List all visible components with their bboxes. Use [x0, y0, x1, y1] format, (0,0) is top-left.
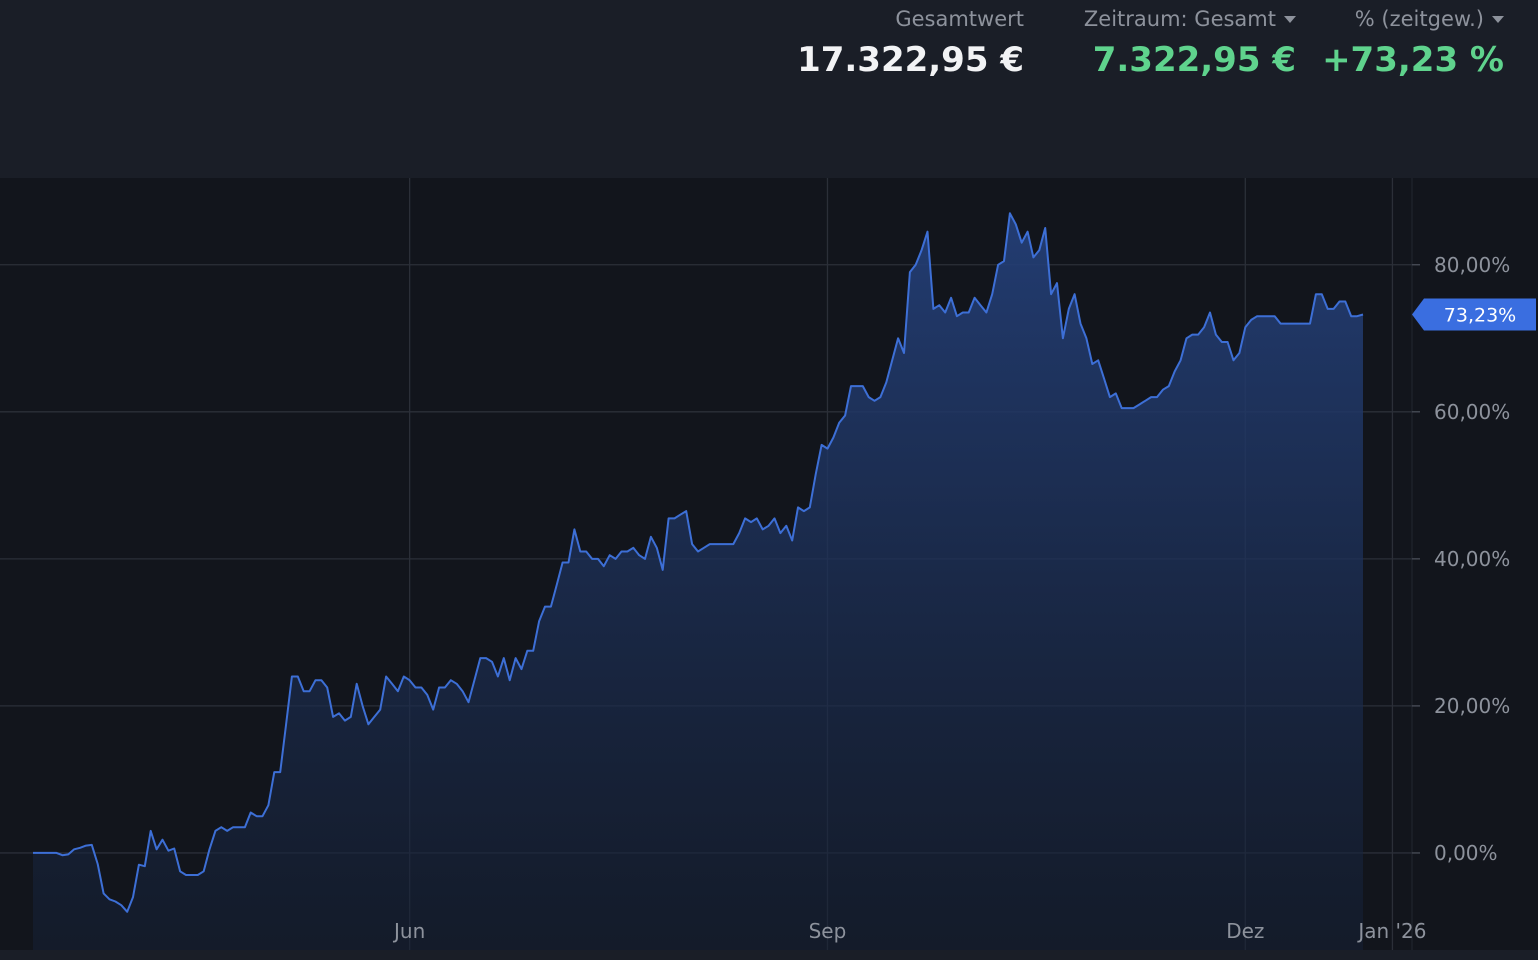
- percent-gain-value: +73,23 %: [1322, 40, 1504, 80]
- x-tick-label: Dez: [1226, 919, 1264, 943]
- last-value-badge: [1412, 298, 1536, 331]
- total-value: 17.322,95 €: [797, 40, 1024, 80]
- y-tick-label: 0,00%: [1434, 841, 1498, 865]
- period-gain-value: 7.322,95 €: [1092, 40, 1296, 80]
- x-tick-label: Jun: [392, 919, 425, 943]
- percent-stat: % (zeitgew.) +73,23 %: [1322, 6, 1504, 80]
- y-axis-tick-labels: 80,00% 60,00% 40,00% 20,00% 0,00%: [1412, 253, 1510, 865]
- chevron-down-icon: [1492, 15, 1504, 23]
- performance-chart[interactable]: 80,00%60,00%40,00%20,00%0,00% Jun Sep Dez J…: [0, 178, 1538, 951]
- y-tick-label: 80,00%: [1434, 253, 1510, 277]
- x-tick-label: Jan '26: [1356, 919, 1426, 943]
- portfolio-header: Gesamtwert 17.322,95 € Zeitraum: Gesamt …: [0, 0, 1538, 178]
- bottom-strip: [0, 950, 1538, 960]
- x-axis-tick-labels: Jun Sep Dez Jan '26: [392, 919, 1426, 943]
- y-tick-label: 20,00%: [1434, 694, 1510, 718]
- x-tick-label: Sep: [809, 919, 847, 943]
- y-tick-label: 60,00%: [1434, 400, 1510, 424]
- total-value-stat: Gesamtwert 17.322,95 €: [797, 6, 1024, 80]
- percent-mode-label: % (zeitgew.): [1354, 7, 1484, 31]
- performance-chart-area[interactable]: 80,00% 60,00% 40,00% 20,00% 0,00% Jun Sep Dez J…: [0, 178, 1538, 951]
- percent-mode-dropdown[interactable]: % (zeitgew.): [1322, 6, 1504, 32]
- period-dropdown-label: Zeitraum: Gesamt: [1083, 7, 1276, 31]
- last-value-marker: 73,23%: [1412, 298, 1536, 331]
- performance-line: [33, 212, 1364, 913]
- performance-area: [33, 213, 1363, 951]
- chevron-down-icon: [1284, 15, 1296, 23]
- total-value-label: Gesamtwert: [895, 7, 1024, 31]
- y-tick-label: 40,00%: [1434, 547, 1510, 571]
- last-value-label: 73,23%: [1444, 305, 1516, 327]
- period-stat: Zeitraum: Gesamt 7.322,95 €: [1084, 6, 1296, 80]
- period-dropdown[interactable]: Zeitraum: Gesamt: [1084, 6, 1296, 32]
